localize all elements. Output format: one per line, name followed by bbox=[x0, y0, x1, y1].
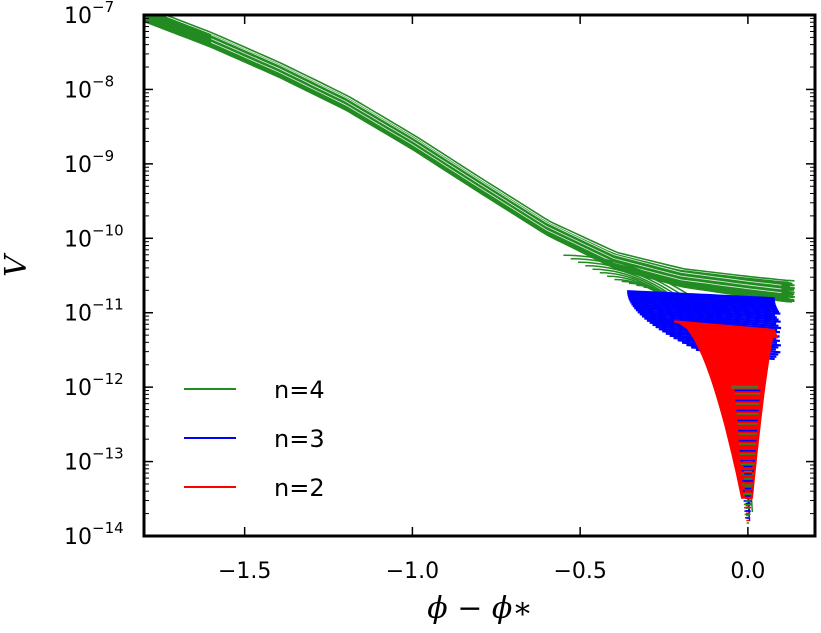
series-n3-trajectory bbox=[627, 290, 775, 300]
x-tick-label: −0.5 bbox=[553, 559, 606, 584]
series-n2-funnel bbox=[674, 320, 775, 499]
series-n3-trajectory bbox=[627, 295, 776, 305]
y-tick-label: 10−7 bbox=[64, 0, 114, 29]
series-n4-trajectory bbox=[144, 15, 789, 289]
series-n4-trajectory bbox=[144, 19, 790, 301]
series-n4-trajectory bbox=[144, 18, 795, 301]
series-n3-trajectory bbox=[629, 299, 777, 309]
y-tick-label: 10−14 bbox=[64, 519, 124, 550]
plot-frame bbox=[142, 13, 817, 538]
series-n3-trajectory bbox=[639, 313, 781, 323]
legend: n=4 n=3 n=2 bbox=[184, 376, 325, 502]
data-layer bbox=[144, 15, 795, 524]
series-n3-trajectory bbox=[628, 297, 777, 307]
series-n4-trajectory bbox=[144, 21, 793, 303]
series-n4-trajectory bbox=[144, 18, 789, 300]
series-n4-trajectory bbox=[144, 17, 789, 297]
x-tick-label: 0.0 bbox=[730, 559, 765, 584]
legend-label: n=2 bbox=[274, 474, 325, 502]
series-n4-gap bbox=[210, 34, 782, 286]
legend-label: n=4 bbox=[274, 376, 325, 404]
series-n4-trajectory bbox=[144, 17, 793, 299]
series-n4-trajectory bbox=[144, 20, 791, 301]
x-tick-label: −1.5 bbox=[218, 559, 271, 584]
series-n2-trajectory bbox=[734, 328, 775, 339]
series-n3-trajectory bbox=[632, 305, 781, 315]
series-n4-gap bbox=[210, 41, 782, 294]
x-axis-label: ϕ − ϕ∗ bbox=[427, 591, 533, 626]
legend-label: n=3 bbox=[274, 425, 325, 453]
series-n3-trajectory bbox=[627, 293, 776, 303]
series-n4-trajectory bbox=[144, 17, 790, 296]
series-n4-trajectory bbox=[144, 20, 792, 303]
series-n4-trajectory bbox=[144, 18, 789, 298]
series-n4 bbox=[144, 15, 795, 513]
series-n4-trajectory bbox=[144, 19, 790, 300]
y-tick-label: 10−13 bbox=[64, 445, 124, 476]
series-n4-trajectory bbox=[163, 15, 795, 282]
legend-item: n=2 bbox=[184, 474, 325, 502]
series-n3-trajectory bbox=[631, 303, 780, 313]
y-tick-label: 10−8 bbox=[64, 72, 114, 103]
y-tick-label: 10−11 bbox=[64, 296, 124, 327]
series-n4-trajectory bbox=[154, 15, 792, 285]
series-n4-trajectory bbox=[144, 17, 793, 298]
x-tick-label: −1.0 bbox=[386, 559, 439, 584]
y-tick-label: 10−10 bbox=[64, 221, 124, 252]
legend-item: n=3 bbox=[184, 425, 325, 453]
series-n3-trajectory bbox=[630, 301, 778, 311]
tick-layer: −1.5 −1.0 −0.5 0.0 10−7 10−8 10−9 10−10 10−11 10−… bbox=[64, 0, 815, 584]
series-n3-trajectory bbox=[627, 291, 775, 302]
series-n4-trajectory bbox=[144, 19, 794, 301]
series-n4-gap bbox=[210, 38, 782, 290]
y-tick-label: 10−9 bbox=[64, 147, 114, 178]
series-n3-trajectory bbox=[637, 311, 779, 321]
series-n3-trajectory bbox=[635, 309, 777, 319]
series-n2 bbox=[674, 320, 779, 524]
series-n4-trajectory bbox=[144, 18, 795, 298]
y-tick-label: 10−12 bbox=[64, 370, 124, 401]
y-axis-label: V bbox=[0, 252, 34, 277]
series-n4-trajectory bbox=[144, 20, 795, 303]
legend-item: n=4 bbox=[184, 376, 325, 404]
series-n4-trajectory bbox=[144, 16, 790, 296]
series-n3-trajectory bbox=[634, 307, 776, 317]
